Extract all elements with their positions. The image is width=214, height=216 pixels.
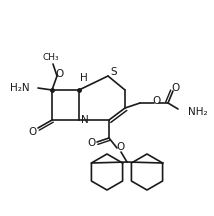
Text: O: O (172, 83, 180, 93)
Text: S: S (111, 67, 117, 77)
Text: O: O (56, 69, 64, 79)
Text: O: O (117, 142, 125, 152)
Text: H₂N: H₂N (10, 83, 30, 93)
Text: H: H (80, 73, 88, 83)
Text: O: O (88, 138, 96, 148)
Text: O: O (29, 127, 37, 137)
Text: N: N (81, 115, 89, 125)
Text: O: O (153, 96, 161, 106)
Text: NH₂: NH₂ (188, 107, 208, 117)
Text: CH₃: CH₃ (43, 52, 59, 62)
